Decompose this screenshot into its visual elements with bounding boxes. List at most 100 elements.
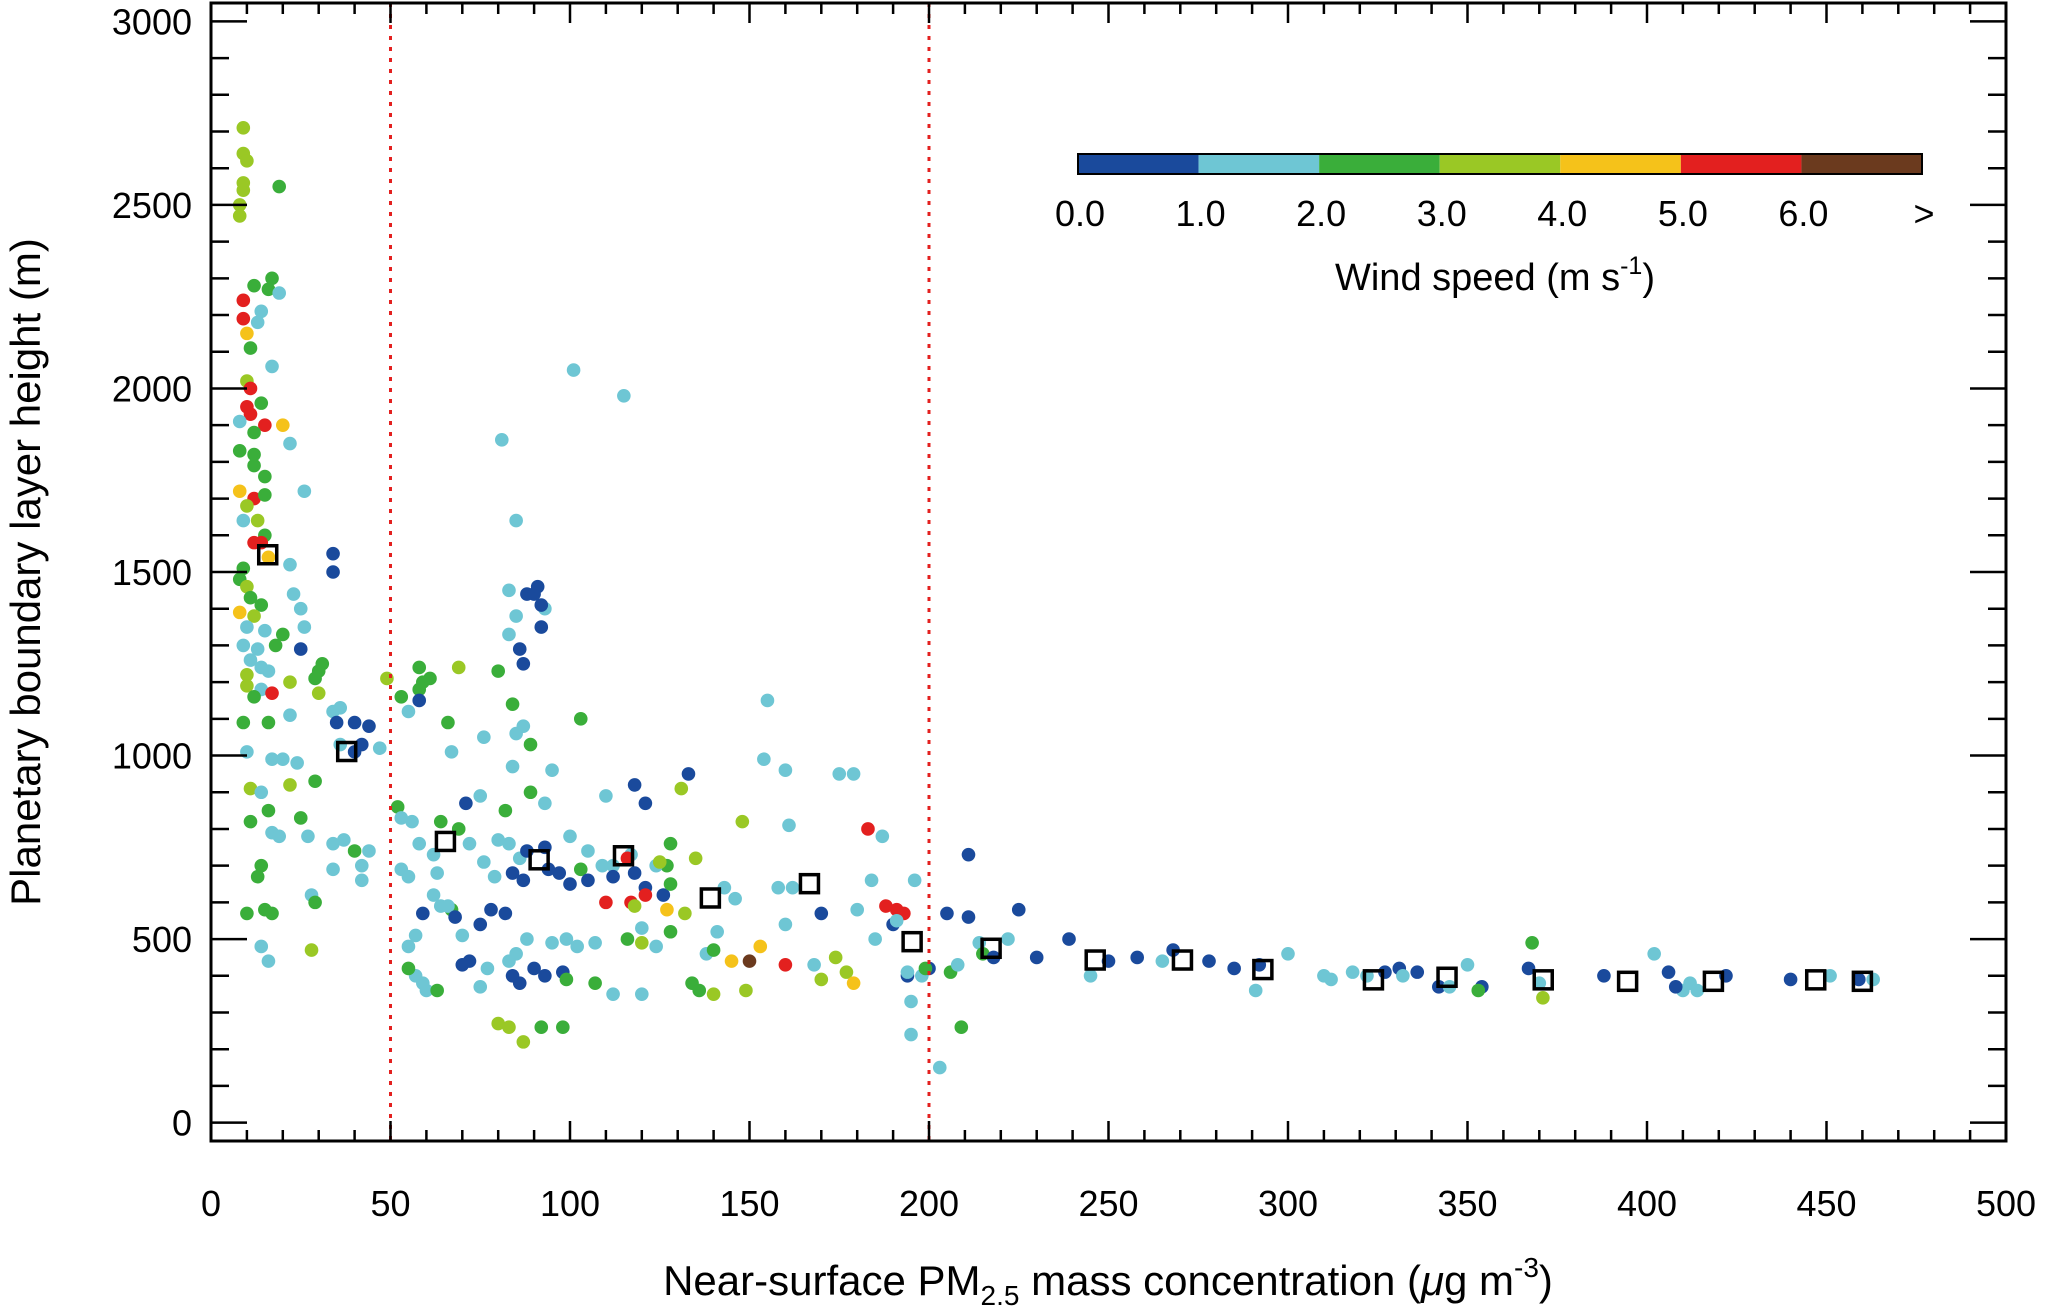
data-point [247,278,261,293]
data-point [265,359,279,374]
data-point [401,961,416,976]
data-point [753,939,768,954]
data-point [527,961,541,976]
data-point [297,484,312,499]
reference-lines [389,3,931,1141]
bin-mean-marker [1084,949,1106,971]
bin-mean-marker [1532,969,1554,991]
data-point [254,785,269,800]
bin-mean-marker [528,849,550,871]
data-point [498,803,513,818]
data-point [588,935,602,950]
data-point [401,869,416,884]
bin-mean-marker [901,930,923,953]
data-point [728,891,742,906]
data-point [627,778,642,792]
data-point [354,873,369,888]
data-point [516,1035,531,1049]
colorbar-cell [1319,154,1440,174]
data-point [272,286,287,300]
data-point [297,620,312,634]
data-point [315,656,330,671]
data-point [473,917,488,932]
data-point [904,1027,918,1042]
data-point [563,877,577,891]
y-axis-label: Planetary boundary layer height (m) [2,238,49,906]
data-point [240,499,254,513]
data-point [236,715,251,730]
data-point [412,660,427,675]
data-point [236,183,251,198]
data-point [742,954,757,968]
data-point [455,928,470,943]
data-point [491,664,506,678]
bin-mean-marker [1252,958,1274,981]
data-point [401,704,416,719]
data-point [534,1020,549,1034]
data-point [394,690,409,704]
y-tick-label: 3000 [112,1,192,42]
data-point [1130,950,1145,965]
data-point [606,869,620,884]
data-point [1324,972,1338,987]
data-point [832,767,847,781]
data-point [444,745,459,759]
bin-mean-marker [612,845,635,867]
data-point [782,818,796,833]
data-point [243,653,258,667]
data-point [487,869,502,884]
data-point [243,781,258,796]
data-point [559,972,574,987]
data-point [1647,946,1661,961]
data-point [261,803,276,818]
bin-mean-marker [335,740,358,763]
data-point [276,627,290,642]
data-point [570,939,584,954]
data-point [502,583,516,598]
data-point [1155,954,1170,968]
data-point [240,154,254,168]
data-point [333,701,348,715]
colorbar-frame [1077,153,1923,175]
data-point [293,811,308,825]
y-tick-label: 500 [132,919,192,960]
data-point [247,458,261,473]
data-point [617,388,631,403]
data-point [240,667,254,682]
data-point [516,719,531,733]
data-point [308,895,322,910]
data-point [516,873,531,888]
data-point [401,939,416,954]
data-point [286,587,301,601]
data-point [240,906,254,921]
data-point [412,693,427,708]
data-point [1011,902,1026,917]
x-tick-label: 100 [540,1183,600,1224]
data-point [240,679,254,693]
data-point [236,121,251,135]
data-point [1536,991,1550,1005]
data-point [649,939,663,954]
data-point [362,719,376,733]
data-point [692,983,707,998]
x-tick-labels: 0 50 100 150 200 250 300 350 400 450 500 [201,1183,2036,1224]
data-point [423,671,437,686]
x-tick-label: 400 [1617,1183,1677,1224]
data-point [846,976,861,990]
data-point [688,851,703,866]
colorbar-label: 3.0 [1417,193,1467,234]
colorbar-cell [1560,154,1681,174]
data-point [828,950,843,965]
colorbar-cell [1439,154,1561,174]
data-point [326,836,340,851]
data-point [258,623,272,638]
data-point [566,363,581,377]
data-point [573,862,588,877]
data-point [272,829,287,844]
bin-mean-marker [1851,970,1874,993]
data-point [814,972,829,987]
x-tick-label: 200 [899,1183,959,1224]
y-tick-label: 1500 [112,552,192,593]
data-point [426,888,441,902]
